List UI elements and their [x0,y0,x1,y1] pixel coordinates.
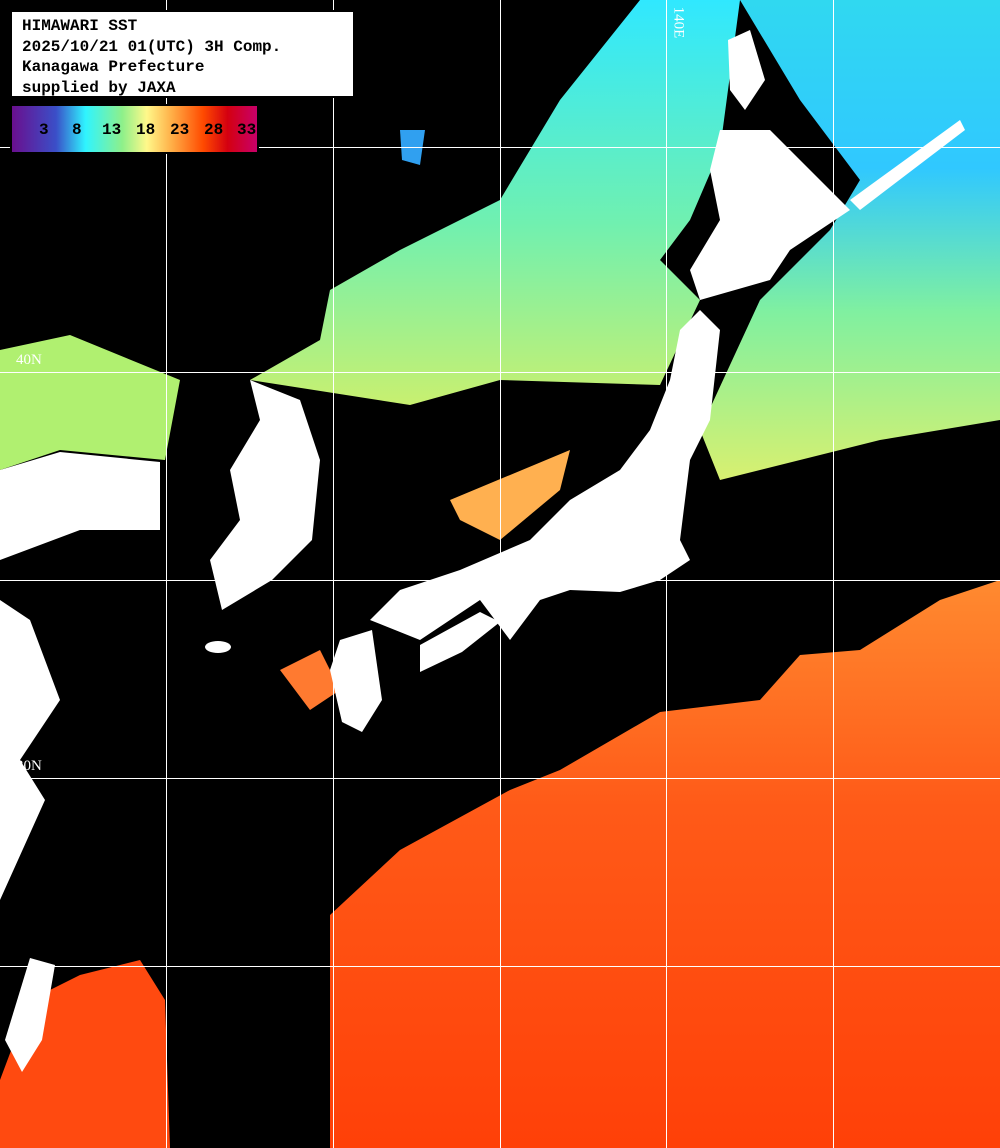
scale-tick: 28 [204,121,224,139]
land-taiwan [5,958,55,1072]
scale-tick: 13 [102,121,122,139]
land-mask [0,30,965,1072]
scale-tick: 8 [72,121,82,139]
lat-label-30n: 30N [16,758,42,774]
land-hokkaido [690,130,850,300]
scale-tick: 18 [136,121,156,139]
land-china-east [0,600,60,900]
cool-ocean-region [0,0,1000,480]
title-datetime: 2025/10/21 01(UTC) 3H Comp. [22,37,282,56]
land-honshu [370,310,720,640]
title-credit: supplied by JAXA [22,78,176,97]
land-jeju [205,641,231,653]
color-scale-bar: 3 8 13 18 23 28 33 [10,104,259,154]
land-kurils [850,120,965,210]
lat-label-40n: 40N [16,352,42,368]
lon-label-140e: 140E [670,6,687,39]
scale-tick: 33 [237,121,257,139]
title-region: Kanagawa Prefecture [22,58,205,76]
title-product: HIMAWARI SST [22,17,138,35]
land-kyushu [330,630,382,732]
scale-tick: 23 [170,121,190,139]
scale-tick: 3 [39,121,49,139]
land-sakhalin [728,30,765,110]
land-shikoku [420,612,500,672]
land-china-north [0,452,160,560]
title-box: HIMAWARI SST 2025/10/21 01(UTC) 3H Comp.… [10,10,355,98]
land-korea [210,380,320,610]
